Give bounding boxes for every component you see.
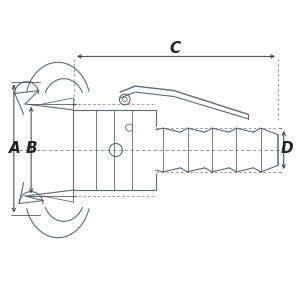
Text: A: A bbox=[9, 141, 20, 156]
Text: B: B bbox=[26, 141, 38, 156]
Text: D: D bbox=[280, 141, 293, 156]
Text: C: C bbox=[169, 40, 181, 56]
